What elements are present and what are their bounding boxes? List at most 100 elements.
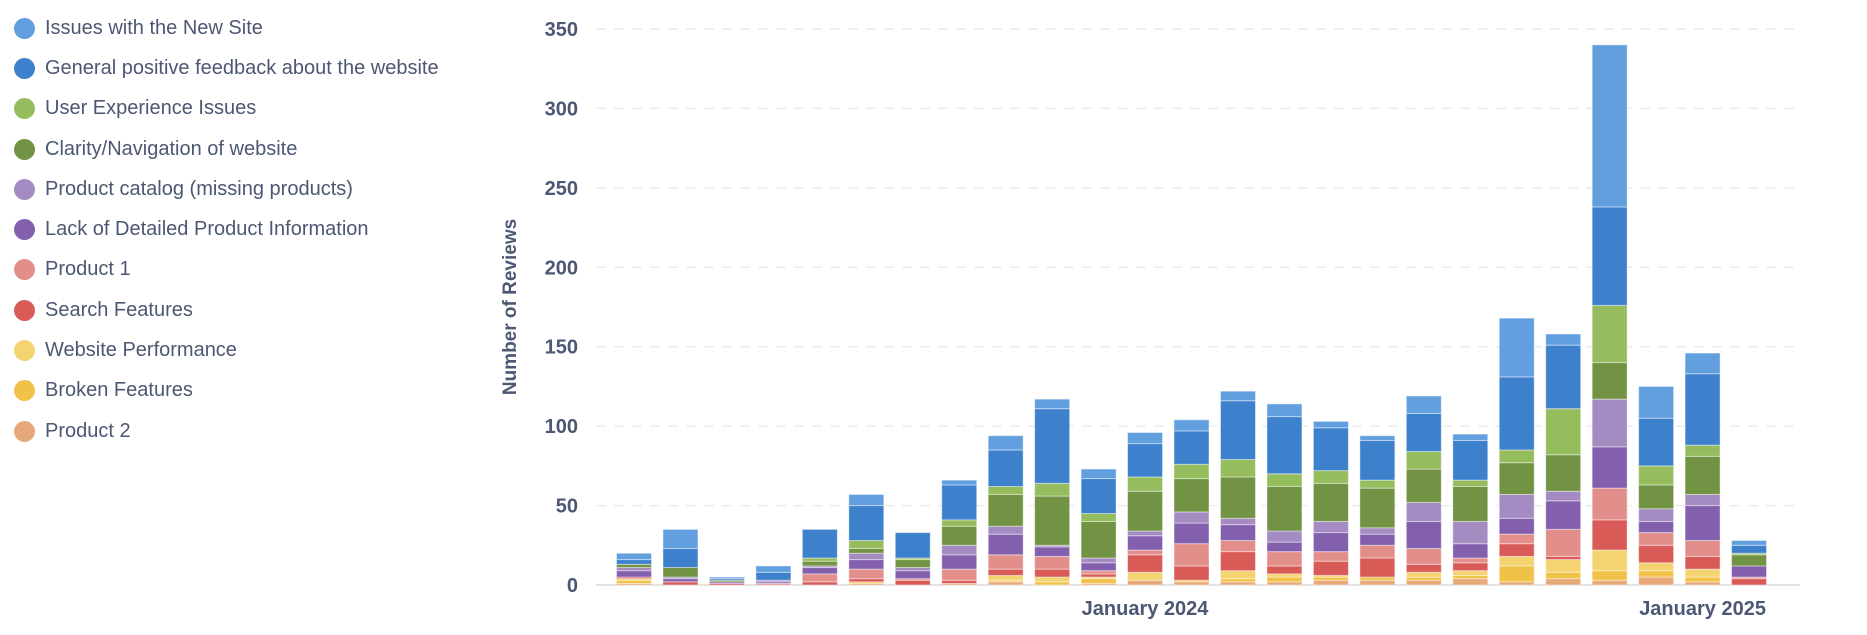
bar-segment[interactable] bbox=[1498, 449, 1535, 464]
bar-segment[interactable] bbox=[1312, 532, 1349, 553]
legend-item[interactable]: Broken Features bbox=[14, 371, 439, 411]
bar-segment[interactable] bbox=[1173, 430, 1210, 465]
bar-segment[interactable] bbox=[801, 560, 838, 567]
bar-segment[interactable] bbox=[1498, 565, 1535, 583]
bar-segment[interactable] bbox=[1498, 517, 1535, 535]
bar-segment[interactable] bbox=[1359, 479, 1396, 489]
bar-segment[interactable] bbox=[1498, 543, 1535, 557]
bar-segment[interactable] bbox=[1127, 431, 1164, 445]
bar-segment[interactable] bbox=[1266, 530, 1303, 543]
bar-segment[interactable] bbox=[1638, 484, 1675, 510]
bar-segment[interactable] bbox=[1498, 493, 1535, 519]
bar-segment[interactable] bbox=[1034, 546, 1071, 557]
bar-segment[interactable] bbox=[1219, 570, 1256, 580]
bar-segment[interactable] bbox=[987, 449, 1024, 488]
bar-segment[interactable] bbox=[1498, 555, 1535, 567]
bar-segment[interactable] bbox=[1266, 473, 1303, 488]
bar-segment[interactable] bbox=[987, 493, 1024, 527]
bar-segment[interactable] bbox=[1312, 470, 1349, 484]
bar-segment[interactable] bbox=[1591, 304, 1628, 364]
bar-segment[interactable] bbox=[1545, 578, 1582, 586]
bar-segment[interactable] bbox=[1312, 427, 1349, 472]
bar-segment[interactable] bbox=[1731, 554, 1768, 567]
bar-segment[interactable] bbox=[1405, 451, 1442, 470]
bar-segment[interactable] bbox=[1173, 478, 1210, 513]
legend-item[interactable]: Website Performance bbox=[14, 330, 439, 370]
bar-segment[interactable] bbox=[662, 581, 699, 586]
bar-segment[interactable] bbox=[755, 565, 792, 573]
bar-segment[interactable] bbox=[1591, 446, 1628, 489]
bar-segment[interactable] bbox=[1127, 554, 1164, 573]
bar-segment[interactable] bbox=[1359, 544, 1396, 559]
bar-segment[interactable] bbox=[1405, 520, 1442, 549]
bar-segment[interactable] bbox=[708, 576, 745, 580]
bar-segment[interactable] bbox=[1405, 395, 1442, 414]
bar-segment[interactable] bbox=[1359, 527, 1396, 535]
bar-segment[interactable] bbox=[1127, 579, 1164, 586]
bar-segment[interactable] bbox=[1545, 344, 1582, 410]
bar-segment[interactable] bbox=[1127, 476, 1164, 492]
bar-segment[interactable] bbox=[1219, 517, 1256, 526]
bar-segment[interactable] bbox=[1638, 417, 1675, 467]
bar-segment[interactable] bbox=[1684, 444, 1721, 457]
bar-segment[interactable] bbox=[1034, 576, 1071, 583]
bar-segment[interactable] bbox=[662, 547, 699, 569]
bar-segment[interactable] bbox=[987, 525, 1024, 535]
bar-segment[interactable] bbox=[1545, 454, 1582, 492]
bar-segment[interactable] bbox=[1405, 579, 1442, 586]
bar-segment[interactable] bbox=[1452, 433, 1489, 441]
bar-segment[interactable] bbox=[1545, 490, 1582, 502]
bar-segment[interactable] bbox=[1684, 581, 1721, 586]
bar-segment[interactable] bbox=[1219, 390, 1256, 402]
bar-segment[interactable] bbox=[1219, 400, 1256, 461]
bar-segment[interactable] bbox=[1498, 533, 1535, 545]
bar-segment[interactable] bbox=[1452, 520, 1489, 545]
bar-segment[interactable] bbox=[1591, 570, 1628, 581]
bar-segment[interactable] bbox=[1219, 459, 1256, 478]
bar-segment[interactable] bbox=[848, 547, 885, 554]
bar-segment[interactable] bbox=[1684, 568, 1721, 578]
bar-segment[interactable] bbox=[1498, 317, 1535, 378]
bar-segment[interactable] bbox=[1545, 500, 1582, 530]
bar-segment[interactable] bbox=[1405, 501, 1442, 522]
bar-segment[interactable] bbox=[1405, 547, 1442, 565]
bar-segment[interactable] bbox=[1266, 581, 1303, 586]
bar-segment[interactable] bbox=[1266, 551, 1303, 567]
bar-segment[interactable] bbox=[616, 570, 652, 578]
bar-segment[interactable] bbox=[1080, 578, 1117, 584]
bar-segment[interactable] bbox=[1452, 562, 1489, 572]
bar-segment[interactable] bbox=[987, 486, 1024, 495]
bar-segment[interactable] bbox=[1080, 582, 1117, 586]
bar-segment[interactable] bbox=[1266, 486, 1303, 532]
bar-segment[interactable] bbox=[1684, 373, 1721, 446]
bar-segment[interactable] bbox=[1638, 532, 1675, 546]
bar-segment[interactable] bbox=[894, 570, 931, 580]
bar-segment[interactable] bbox=[1080, 562, 1117, 572]
bar-segment[interactable] bbox=[1312, 420, 1349, 429]
bar-segment[interactable] bbox=[1452, 486, 1489, 522]
bar-segment[interactable] bbox=[1127, 443, 1164, 478]
bar-segment[interactable] bbox=[1173, 463, 1210, 480]
bar-segment[interactable] bbox=[1452, 570, 1489, 576]
bar-segment[interactable] bbox=[1359, 533, 1396, 546]
bar-segment[interactable] bbox=[1127, 549, 1164, 556]
bar-segment[interactable] bbox=[1312, 482, 1349, 522]
bar-segment[interactable] bbox=[1591, 519, 1628, 551]
bar-segment[interactable] bbox=[1731, 544, 1768, 554]
bar-segment[interactable] bbox=[1359, 439, 1396, 481]
bar-segment[interactable] bbox=[894, 559, 931, 569]
bar-segment[interactable] bbox=[1498, 376, 1535, 451]
bar-segment[interactable] bbox=[941, 484, 978, 521]
bar-segment[interactable] bbox=[1173, 543, 1210, 567]
bar-segment[interactable] bbox=[1359, 435, 1396, 441]
bar-segment[interactable] bbox=[1219, 524, 1256, 542]
legend-item[interactable]: Lack of Detailed Product Information bbox=[14, 209, 439, 249]
bar-segment[interactable] bbox=[616, 579, 652, 584]
legend-item[interactable]: Issues with the New Site bbox=[14, 8, 439, 48]
bar-segment[interactable] bbox=[1034, 482, 1071, 497]
legend-item[interactable]: Search Features bbox=[14, 290, 439, 330]
bar-segment[interactable] bbox=[987, 435, 1024, 451]
bar-segment[interactable] bbox=[941, 544, 978, 556]
bar-segment[interactable] bbox=[1080, 520, 1117, 559]
bar-segment[interactable] bbox=[1452, 543, 1489, 559]
